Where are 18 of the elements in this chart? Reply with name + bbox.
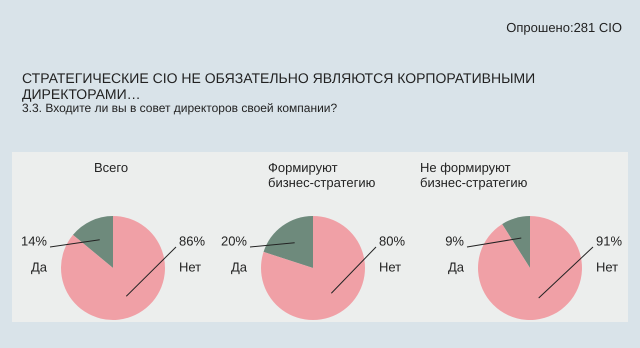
text: Опрошено:281 CIO <box>506 20 622 35</box>
text: 3.3. Входите ли вы в совет директоров своей компании? <box>22 101 338 115</box>
data-label: 80% <box>379 234 406 249</box>
chart-title: Не формируют бизнес-стратегию <box>420 160 528 190</box>
slice-label: Нет <box>596 260 618 275</box>
slice-label: Да <box>230 260 248 275</box>
data-label: 9% <box>445 234 464 249</box>
text: СТРАТЕГИЧЕСКИЕ CIO НЕ ОБЯЗАТЕЛЬНО ЯВЛЯЮТСЯ КОРПОРАТИВНЫМИ ДИРЕКТОРАМИ… <box>22 70 536 102</box>
chart-title: Формируют бизнес-стратегию <box>268 160 376 190</box>
data-label: 20% <box>220 234 248 249</box>
slice-label: Да <box>448 260 465 275</box>
slice-label: Да <box>30 260 48 275</box>
data-label: 14% <box>20 234 48 249</box>
chart-title: Всего <box>94 160 128 175</box>
slice-label: Нет <box>379 260 402 275</box>
data-label: 86% <box>179 234 206 249</box>
slice-label: Нет <box>179 260 202 275</box>
data-label: 91% <box>596 234 622 249</box>
